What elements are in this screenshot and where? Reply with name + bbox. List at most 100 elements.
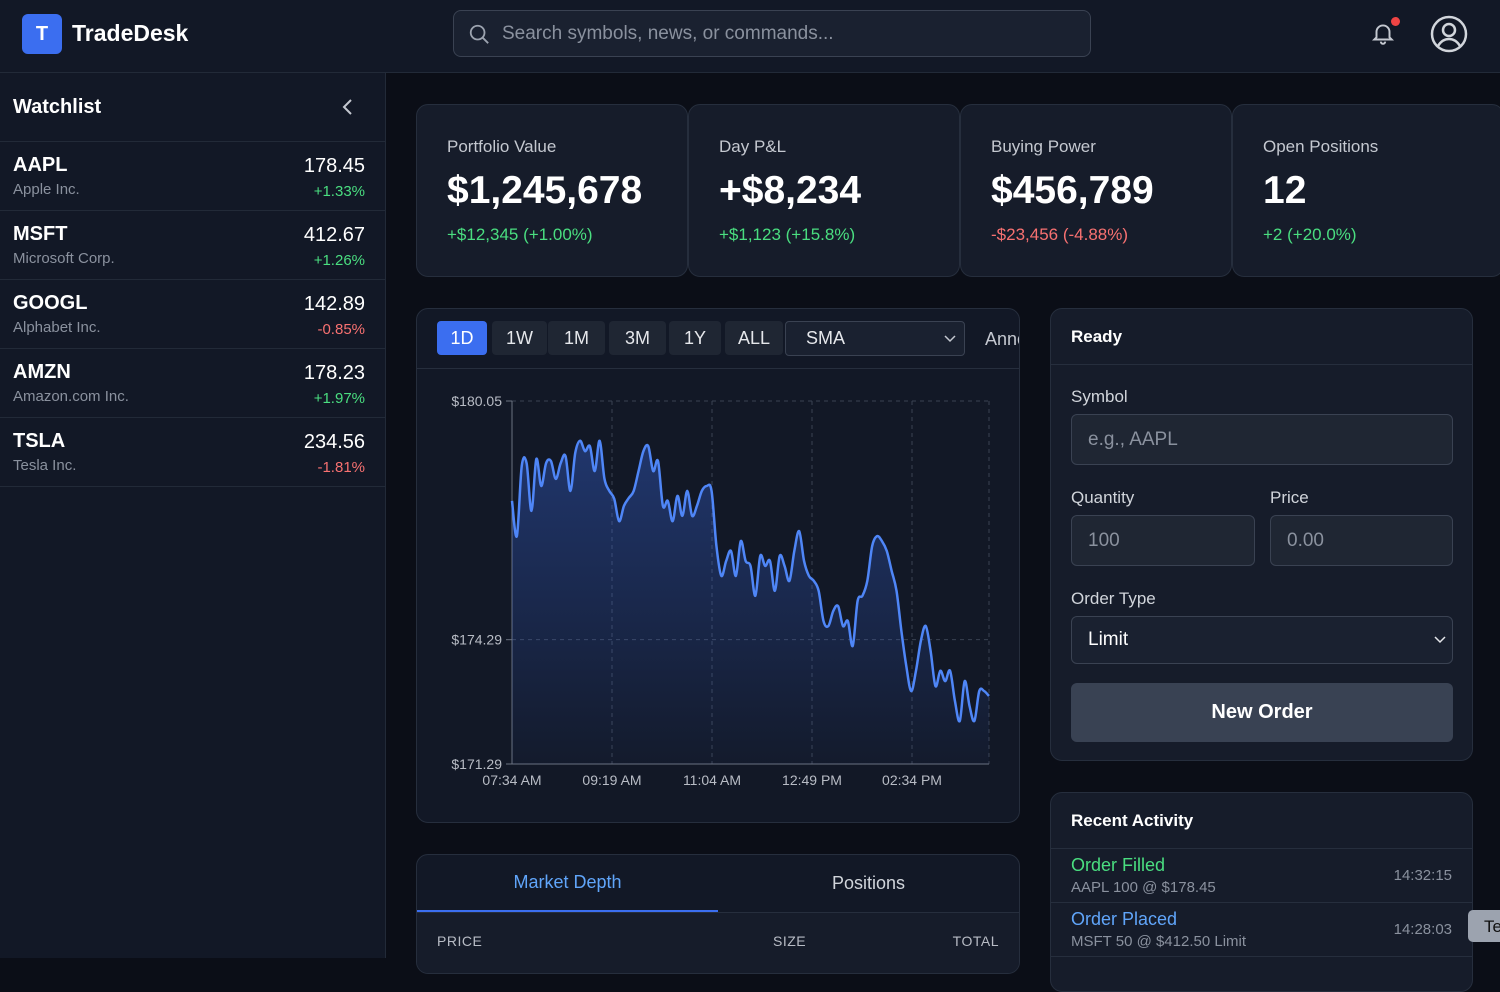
notification-dot <box>1391 17 1400 26</box>
ticker-symbol: AAPL <box>13 154 68 176</box>
ticker-change: +1.97% <box>313 390 365 407</box>
price-input[interactable]: 0.00 <box>1270 515 1453 566</box>
column-size: SIZE <box>773 933 807 949</box>
activity-title: Order Filled <box>1071 855 1166 875</box>
ticker-change: -0.85% <box>317 321 365 338</box>
stats-row: Portfolio Value $1,245,678 +$12,345 (+1.… <box>416 104 1500 277</box>
watchlist-sidebar: Watchlist AAPL Apple Inc. 178.45 +1.33% … <box>0 73 386 958</box>
ticker-price: 178.23 <box>303 362 365 384</box>
watchlist-item[interactable]: AMZN Amazon.com Inc. 178.23 +1.97% <box>0 349 385 418</box>
activity-title: Recent Activity <box>1051 793 1472 849</box>
order-panel: Ready Symbol e.g., AAPL Quantity 100 Pri… <box>1050 308 1473 761</box>
symbol-input[interactable]: e.g., AAPL <box>1071 414 1453 465</box>
timeframe-3m[interactable]: 3M <box>609 321 666 355</box>
stat-card: Buying Power $456,789 -$23,456 (-4.88%) <box>960 104 1232 277</box>
watchlist-item[interactable]: GOOGL Alphabet Inc. 142.89 -0.85% <box>0 280 385 349</box>
quantity-label: Quantity <box>1071 488 1135 507</box>
depth-table-header <box>417 912 1019 973</box>
search-icon <box>469 24 489 44</box>
stat-label: Day P&L <box>719 137 787 156</box>
symbol-label: Symbol <box>1071 387 1128 406</box>
search-box[interactable] <box>453 10 1091 57</box>
ticker-price: 412.67 <box>303 224 365 246</box>
stat-change: -$23,456 (-4.88%) <box>991 225 1129 244</box>
activity-item[interactable]: Order Filled AAPL 100 @ $178.45 14:32:15 <box>1051 849 1472 903</box>
chevron-left-icon[interactable] <box>341 98 355 116</box>
price-area-fill <box>512 440 989 764</box>
chevron-down-icon <box>1434 636 1446 644</box>
x-tick-label: 07:34 AM <box>482 772 541 788</box>
user-avatar-icon[interactable] <box>1430 15 1468 53</box>
tab-market-depth[interactable]: Market Depth <box>417 855 718 912</box>
timeframe-1y[interactable]: 1Y <box>669 321 721 355</box>
order-status: Ready <box>1051 309 1472 365</box>
price-line <box>510 439 990 723</box>
stat-value: $456,789 <box>991 169 1154 212</box>
watchlist-title: Watchlist <box>13 95 102 118</box>
watchlist-item[interactable]: AAPL Apple Inc. 178.45 +1.33% <box>0 142 385 211</box>
stat-change: +$1,123 (+15.8%) <box>719 225 856 244</box>
ticker-symbol: GOOGL <box>13 292 88 314</box>
order-type-select[interactable]: Limit <box>1071 616 1453 664</box>
new-order-button[interactable]: New Order <box>1071 683 1453 742</box>
brand-name: TradeDesk <box>72 20 189 46</box>
stat-label: Open Positions <box>1263 137 1379 156</box>
stat-card: Open Positions 12 +2 (+20.0%) <box>1232 104 1500 277</box>
x-tick-label: 11:04 AM <box>683 772 741 788</box>
stat-label: Portfolio Value <box>447 137 557 156</box>
indicator-select[interactable]: SMA <box>785 321 965 356</box>
activity-detail: MSFT 50 @ $412.50 Limit <box>1071 933 1247 950</box>
top-bar: T TradeDesk <box>0 0 1500 73</box>
price-label: Price <box>1270 488 1309 507</box>
ticker-change: +1.33% <box>313 183 365 200</box>
ticker-price: 178.45 <box>303 155 365 177</box>
stat-change: +2 (+20.0%) <box>1263 225 1357 244</box>
column-total: TOTAL <box>952 933 999 949</box>
activity-time: 14:28:03 <box>1393 921 1452 938</box>
y-tick-label: $171.29 <box>451 756 502 772</box>
timeframe-1m[interactable]: 1M <box>548 321 605 355</box>
tab-positions[interactable]: Positions <box>831 873 906 893</box>
y-tick-label: $174.29 <box>451 632 502 648</box>
bottom-tabs-card: Market Depth Positions PRICE SIZE TOTAL <box>416 854 1020 974</box>
activity-item[interactable]: Order Placed MSFT 50 @ $412.50 Limit 14:… <box>1051 903 1472 957</box>
stat-change: +$12,345 (+1.00%) <box>447 225 593 244</box>
timeframe-1w[interactable]: 1W <box>492 321 547 355</box>
logo: T <box>22 14 62 54</box>
stat-value: $1,245,678 <box>447 169 643 212</box>
ticker-symbol: AMZN <box>13 361 71 383</box>
bell-icon[interactable] <box>1370 20 1396 46</box>
company-name: Apple Inc. <box>13 181 80 198</box>
annotate-button[interactable]: Annc <box>985 329 1019 349</box>
order-type-value: Limit <box>1088 629 1129 650</box>
watchlist-item[interactable]: MSFT Microsoft Corp. 412.67 +1.26% <box>0 211 385 280</box>
search-input[interactable] <box>502 22 1062 45</box>
company-name: Tesla Inc. <box>13 457 77 474</box>
timeframe-1d[interactable]: 1D <box>437 321 487 355</box>
stat-card: Day P&L +$8,234 +$1,123 (+15.8%) <box>688 104 960 277</box>
ticker-price: 234.56 <box>303 431 365 453</box>
x-tick-label: 02:34 PM <box>882 772 942 788</box>
price-chart: 07:34 AM 09:19 AM 11:04 AM 12:49 PM 02:34 PM… <box>451 393 990 788</box>
timeframe-all[interactable]: ALL <box>725 321 783 355</box>
toast[interactable]: Te <box>1468 910 1500 942</box>
activity-title: Order Placed <box>1071 909 1178 929</box>
stat-value: 12 <box>1263 169 1307 212</box>
stat-card: Portfolio Value $1,245,678 +$12,345 (+1.… <box>416 104 688 277</box>
quantity-input[interactable]: 100 <box>1071 515 1255 566</box>
watchlist-item[interactable]: TSLA Tesla Inc. 234.56 -1.81% <box>0 418 385 487</box>
ticker-change: -1.81% <box>317 459 365 476</box>
x-tick-label: 12:49 PM <box>782 772 842 788</box>
stat-value: +$8,234 <box>719 169 862 212</box>
recent-activity-panel: Recent Activity Order Filled AAPL 100 @ … <box>1050 792 1473 992</box>
indicator-value: SMA <box>806 328 846 348</box>
column-price: PRICE <box>437 933 483 949</box>
activity-time: 14:32:15 <box>1393 867 1452 884</box>
watchlist-header: Watchlist <box>0 73 385 142</box>
y-tick-label: $180.05 <box>451 393 502 409</box>
activity-detail: AAPL 100 @ $178.45 <box>1071 879 1216 896</box>
ticker-symbol: MSFT <box>13 223 68 245</box>
stat-label: Buying Power <box>991 137 1096 156</box>
